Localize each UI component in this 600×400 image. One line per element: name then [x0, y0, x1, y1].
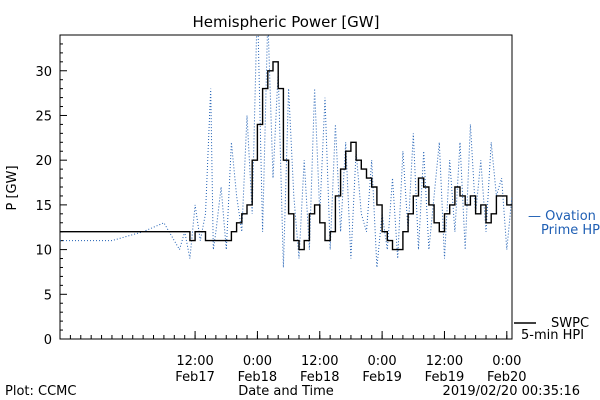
legend-ovation-line-2: Prime HPI [541, 223, 600, 238]
x-tick-date-label: Feb19 [362, 370, 402, 385]
legend-swpc-line-1: SWPC [551, 316, 589, 331]
x-tick-time-label: 0:00 [368, 354, 397, 369]
x-tick-time-label: 0:00 [243, 354, 272, 369]
y-tick-label: 10 [35, 244, 52, 259]
legend-ovation-prime: — Ovation Prime HPI [528, 209, 600, 238]
plot-frame [59, 34, 513, 340]
legend-swpc-line-2: 5-min HPI [521, 328, 584, 343]
x-tick-time-label: 12:00 [426, 354, 463, 369]
y-tick-label: 20 [35, 154, 52, 169]
x-tick-date-label: Feb19 [425, 370, 465, 385]
y-tick-label: 25 [35, 109, 52, 124]
chart-title: Hemispheric Power [GW] [193, 13, 380, 31]
x-tick-time-label: 12:00 [301, 354, 338, 369]
legend-ovation-line-1: — Ovation [528, 209, 596, 224]
y-tick-label: 0 [44, 333, 52, 348]
series-swpc-line [60, 61, 512, 251]
x-tick-date-label: Feb18 [300, 370, 340, 385]
y-tick-label: 5 [44, 288, 52, 303]
x-tick-date-label: Feb18 [238, 370, 278, 385]
x-tick-time-label: 0:00 [492, 354, 521, 369]
footer-plot-credit: Plot: CCMC [5, 384, 76, 399]
x-tick-date-label: Feb20 [487, 370, 527, 385]
y-tick-label: 15 [35, 199, 52, 214]
series-ovation-prime-line [60, 35, 512, 268]
x-tick-time-label: 12:00 [176, 354, 213, 369]
y-tick-label: 30 [35, 65, 52, 80]
y-axis-ticks: 0 5 10 15 20 25 30 [35, 34, 67, 348]
y-axis-label: P [GW] [5, 165, 20, 210]
x-axis-label: Date and Time [238, 384, 334, 399]
x-axis-ticks: 12:00Feb170:00Feb1812:00Feb180:00Feb1912… [59, 331, 527, 385]
footer-timestamp: 2019/02/20 00:35:16 [443, 384, 580, 399]
legend-swpc: SWPC 5-min HPI [514, 316, 589, 343]
x-tick-date-label: Feb17 [175, 370, 215, 385]
